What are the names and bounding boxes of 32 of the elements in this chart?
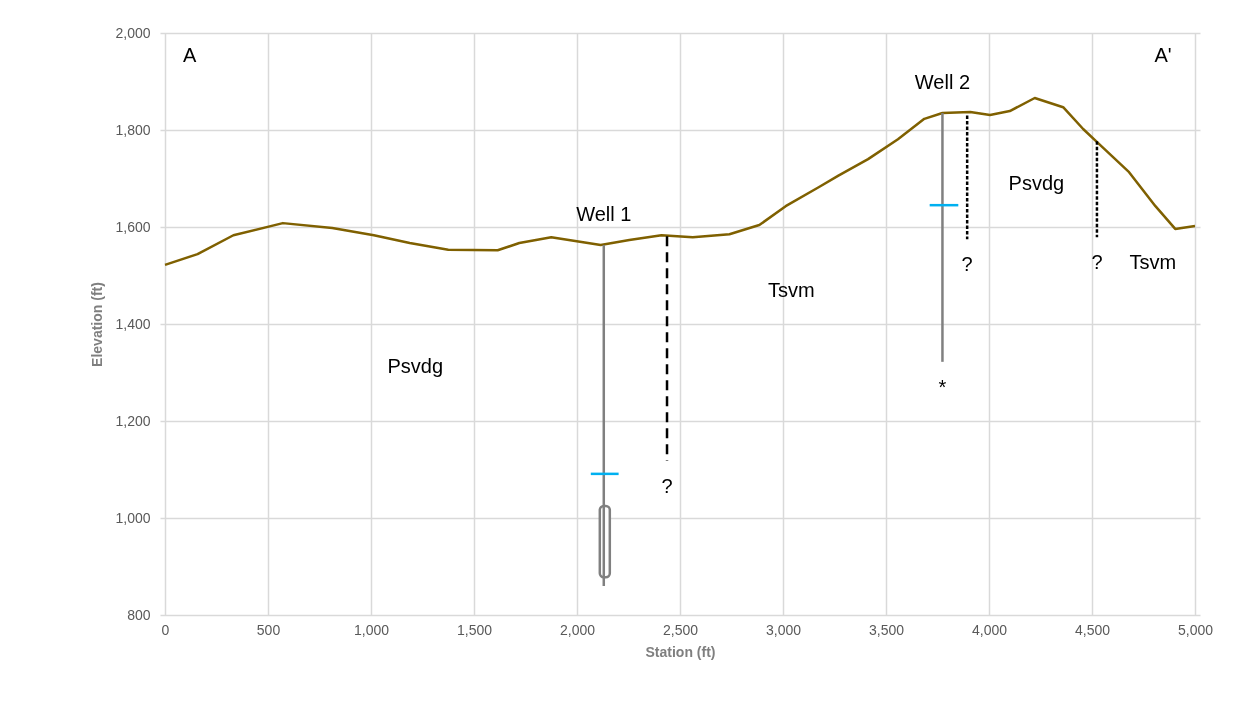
- annotation: *: [938, 375, 947, 398]
- x-tick-label: 1,500: [456, 621, 493, 638]
- y-tick-label: 1,600: [115, 218, 151, 235]
- x-tick-label: 5,000: [1177, 621, 1214, 638]
- x-tick-label: 4,500: [1074, 621, 1111, 638]
- y-axis-title: Elevation (ft): [89, 282, 106, 367]
- annotation: ?: [1091, 251, 1103, 274]
- annotation: ?: [661, 474, 673, 497]
- x-tick-label: 1,000: [353, 621, 390, 638]
- annotation: ?: [961, 253, 973, 276]
- annotation: Well 2: [914, 71, 971, 94]
- y-tick-label: 1,200: [115, 412, 151, 429]
- x-tick-label: 500: [256, 621, 281, 638]
- y-tick-label: 1,400: [115, 315, 151, 332]
- annotation: Tsvm: [767, 278, 815, 301]
- x-tick-label: 2,000: [559, 621, 596, 638]
- x-tick-label: 2,500: [662, 621, 699, 638]
- y-tick-label: 2,000: [115, 24, 151, 41]
- y-tick-label: 1,000: [115, 509, 151, 526]
- x-axis-title: Station (ft): [645, 643, 716, 660]
- x-tick-label: 0: [161, 621, 170, 638]
- y-tick-label: 800: [127, 606, 151, 623]
- x-tick-label: 3,000: [765, 621, 802, 638]
- x-tick-label: 4,000: [971, 621, 1008, 638]
- x-tick-label: 3,500: [868, 621, 905, 638]
- annotation: A': [1154, 44, 1172, 67]
- y-tick-label: 1,800: [115, 121, 151, 138]
- annotation: Psvdg: [1008, 171, 1065, 194]
- annotation: A: [183, 44, 198, 67]
- annotation: Psvdg: [387, 355, 444, 378]
- annotation: Well 1: [576, 202, 632, 225]
- annotation: Tsvm: [1129, 250, 1177, 273]
